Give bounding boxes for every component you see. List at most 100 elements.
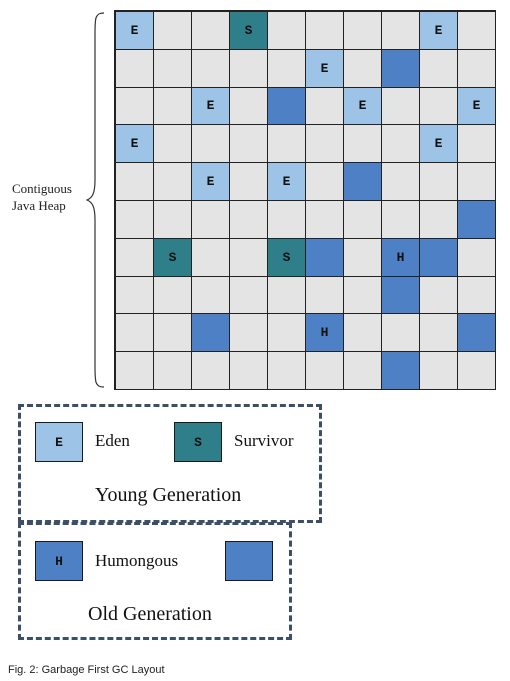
figure-caption: Fig. 2: Garbage First GC Layout xyxy=(8,664,165,676)
heap-region-free xyxy=(267,124,306,164)
heap-region-eden: E xyxy=(305,48,344,88)
survivor-swatch: S xyxy=(174,422,222,462)
heap-region-old xyxy=(191,313,230,353)
heap-region-free xyxy=(305,11,344,50)
heap-label: Contiguous Java Heap xyxy=(12,180,94,214)
old-generation-legend xyxy=(18,522,292,640)
heap-region-eden: E xyxy=(267,162,306,201)
heap-region-free xyxy=(381,162,420,201)
heap-region-eden: E xyxy=(419,11,458,50)
heap-region-free xyxy=(191,11,230,50)
heap-region-old xyxy=(267,86,306,126)
heap-region-free xyxy=(343,313,382,353)
heap-region-free xyxy=(153,48,192,88)
heap-region-free xyxy=(115,313,154,353)
heap-region-free xyxy=(191,237,230,277)
humongous-swatch: H xyxy=(35,541,83,581)
heap-region-free xyxy=(153,275,192,315)
heap-region-free xyxy=(191,275,230,315)
heap-region-free xyxy=(153,124,192,164)
heap-region-survivor: S xyxy=(229,11,268,50)
heap-region-free xyxy=(267,48,306,88)
heap-region-free xyxy=(115,162,154,201)
heap-region-free xyxy=(229,124,268,164)
heap-label-line-1: Contiguous xyxy=(12,181,72,196)
heap-region-free xyxy=(153,199,192,239)
heap-region-free xyxy=(305,162,344,201)
heap-region-free xyxy=(229,237,268,277)
heap-region-free xyxy=(267,351,306,390)
heap-region-free xyxy=(457,162,496,201)
heap-region-free xyxy=(153,351,192,390)
young-generation-title: Young Generation xyxy=(95,484,242,506)
humongous-label: Humongous xyxy=(95,551,179,570)
heap-region-old xyxy=(419,237,458,277)
young-generation-legend xyxy=(18,404,322,523)
heap-region-free xyxy=(457,275,496,315)
eden-swatch: E xyxy=(35,422,83,462)
heap-region-free xyxy=(153,162,192,201)
heap-region-eden: E xyxy=(191,162,230,201)
heap-region-free xyxy=(305,275,344,315)
heap-region-free xyxy=(457,351,496,390)
heap-region-old xyxy=(457,313,496,353)
heap-region-free xyxy=(115,86,154,126)
heap-region-free xyxy=(419,351,458,390)
heap-region-free xyxy=(229,48,268,88)
heap-region-free xyxy=(229,199,268,239)
heap-region-free xyxy=(419,313,458,353)
heap-region-eden: E xyxy=(115,11,154,50)
heap-region-free xyxy=(419,199,458,239)
eden-label: Eden xyxy=(95,431,130,450)
heap-label-line-2: Java Heap xyxy=(12,198,66,213)
heap-region-survivor: S xyxy=(153,237,192,277)
heap-region-free xyxy=(305,351,344,390)
heap-region-free xyxy=(267,275,306,315)
old-generation-title: Old Generation xyxy=(88,603,212,625)
heap-region-free xyxy=(115,275,154,315)
heap-region-free xyxy=(419,275,458,315)
heap-brace xyxy=(86,12,105,388)
heap-region-survivor: S xyxy=(267,237,306,277)
heap-region-free xyxy=(115,237,154,277)
heap-region-free xyxy=(153,86,192,126)
heap-region-eden: E xyxy=(457,86,496,126)
heap-region-free xyxy=(419,48,458,88)
heap-region-free xyxy=(305,86,344,126)
heap-region-free xyxy=(343,11,382,50)
heap-region-free xyxy=(381,11,420,50)
heap-region-free xyxy=(419,86,458,126)
heap-region-free xyxy=(381,124,420,164)
heap-region-free xyxy=(115,199,154,239)
heap-region-free xyxy=(153,313,192,353)
heap-region-free xyxy=(115,48,154,88)
old-region-swatch xyxy=(225,541,273,581)
heap-region-free xyxy=(343,48,382,88)
heap-region-free xyxy=(267,199,306,239)
heap-region-free xyxy=(229,275,268,315)
heap-region-free xyxy=(343,351,382,390)
heap-region-old xyxy=(381,48,420,88)
heap-region-free xyxy=(457,11,496,50)
heap-region-free xyxy=(229,162,268,201)
heap-region-free xyxy=(343,199,382,239)
heap-region-free xyxy=(381,313,420,353)
heap-region-humongous: H xyxy=(381,237,420,277)
heap-region-free xyxy=(229,313,268,353)
heap-region-humongous: H xyxy=(305,313,344,353)
heap-region-old xyxy=(457,199,496,239)
heap-region-old xyxy=(343,162,382,201)
survivor-label: Survivor xyxy=(234,431,294,450)
heap-region-old xyxy=(305,237,344,277)
heap-region-free xyxy=(191,199,230,239)
heap-region-free xyxy=(381,199,420,239)
heap-region-free xyxy=(343,275,382,315)
heap-region-free xyxy=(115,351,154,390)
heap-region-free xyxy=(457,48,496,88)
heap-region-free xyxy=(305,124,344,164)
heap-region-free xyxy=(343,124,382,164)
heap-region-free xyxy=(343,237,382,277)
heap-region-free xyxy=(229,351,268,390)
heap-region-free xyxy=(305,199,344,239)
